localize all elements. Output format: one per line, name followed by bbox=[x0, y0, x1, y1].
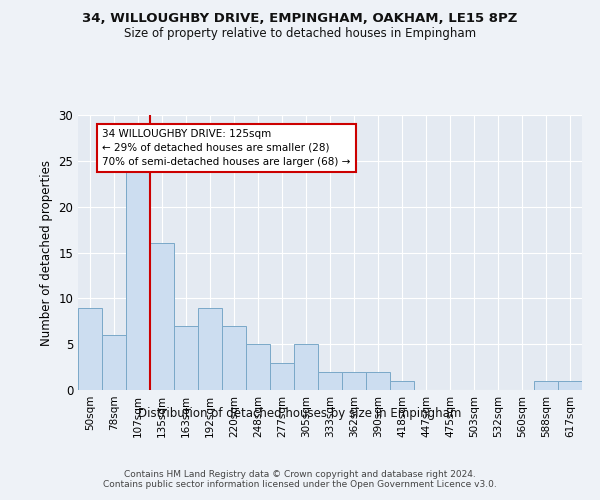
Bar bbox=[270, 362, 294, 390]
Text: Contains HM Land Registry data © Crown copyright and database right 2024.
Contai: Contains HM Land Registry data © Crown c… bbox=[103, 470, 497, 490]
Bar bbox=[342, 372, 366, 390]
Bar bbox=[126, 161, 150, 390]
Bar bbox=[558, 381, 582, 390]
Bar bbox=[78, 308, 102, 390]
Bar bbox=[102, 335, 126, 390]
Y-axis label: Number of detached properties: Number of detached properties bbox=[40, 160, 53, 346]
Text: 34 WILLOUGHBY DRIVE: 125sqm
← 29% of detached houses are smaller (28)
70% of sem: 34 WILLOUGHBY DRIVE: 125sqm ← 29% of det… bbox=[102, 128, 350, 167]
Bar bbox=[246, 344, 270, 390]
Text: 34, WILLOUGHBY DRIVE, EMPINGHAM, OAKHAM, LE15 8PZ: 34, WILLOUGHBY DRIVE, EMPINGHAM, OAKHAM,… bbox=[82, 12, 518, 26]
Bar bbox=[198, 308, 222, 390]
Bar bbox=[222, 326, 246, 390]
Text: Size of property relative to detached houses in Empingham: Size of property relative to detached ho… bbox=[124, 28, 476, 40]
Bar bbox=[294, 344, 318, 390]
Bar bbox=[534, 381, 558, 390]
Bar bbox=[318, 372, 342, 390]
Bar bbox=[150, 244, 174, 390]
Bar bbox=[174, 326, 198, 390]
Bar bbox=[366, 372, 390, 390]
Bar bbox=[390, 381, 414, 390]
Text: Distribution of detached houses by size in Empingham: Distribution of detached houses by size … bbox=[139, 408, 461, 420]
